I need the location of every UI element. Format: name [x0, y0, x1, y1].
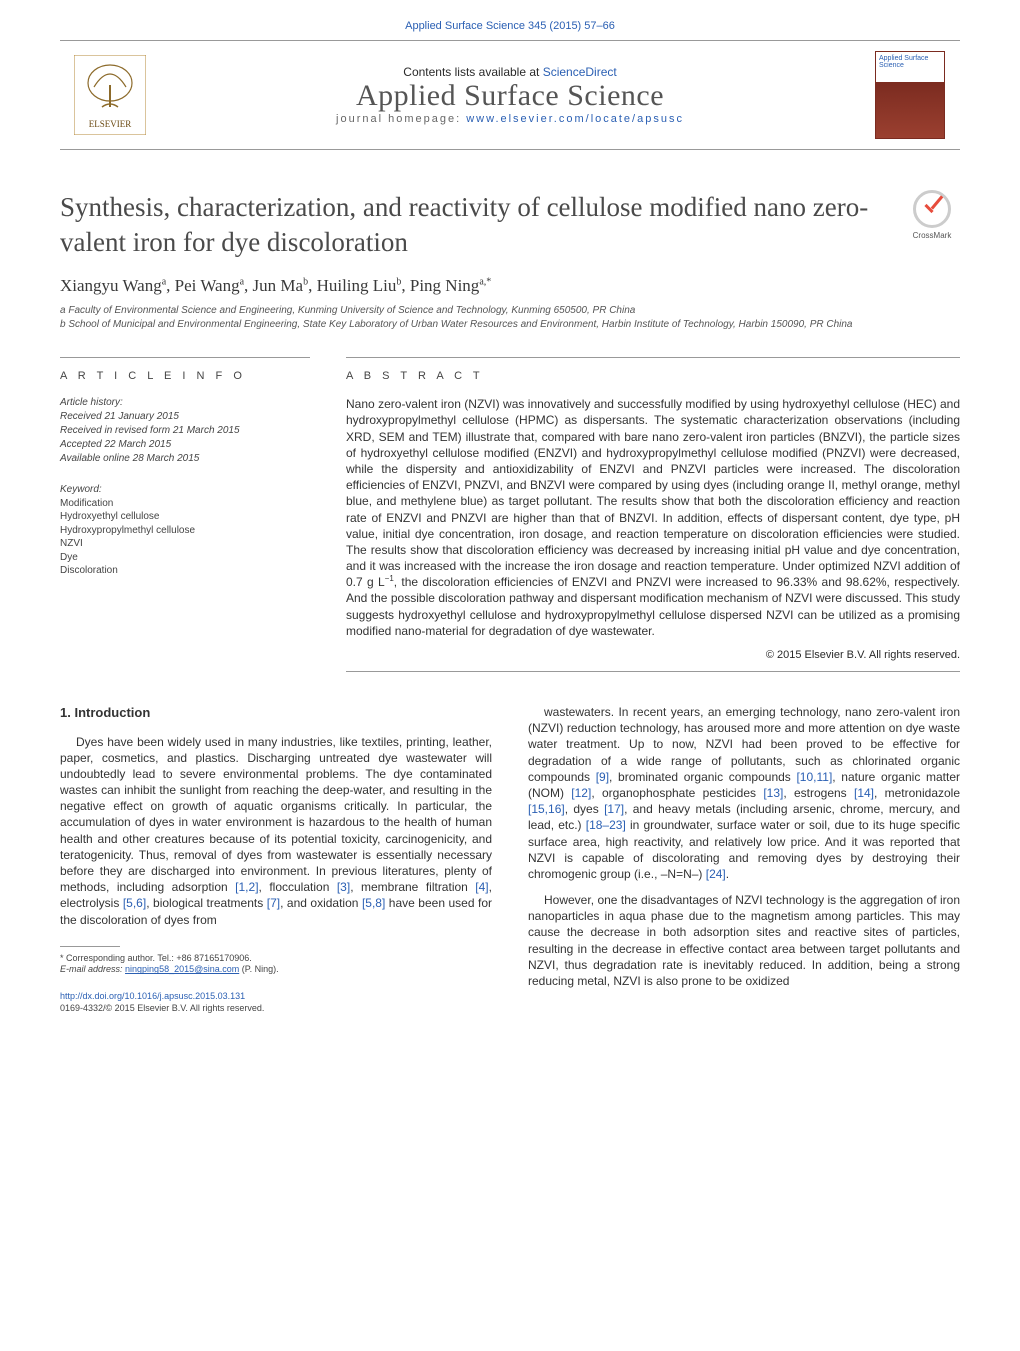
history-revised: Received in revised form 21 March 2015 — [60, 424, 310, 437]
homepage-label: journal homepage: — [336, 113, 466, 125]
body-left-col: 1. Introduction Dyes have been widely us… — [60, 704, 492, 1014]
crossmark-badge[interactable]: CrossMark — [904, 190, 960, 240]
sciencedirect-link[interactable]: ScienceDirect — [543, 65, 617, 79]
authors-line: Xiangyu Wanga, Pei Wanga, Jun Mab, Huili… — [60, 276, 960, 296]
article-info-heading: A R T I C L E I N F O — [60, 357, 310, 382]
corr-email-link[interactable]: ningping58_2015@sina.com — [125, 964, 239, 974]
masthead-center: Contents lists available at ScienceDirec… — [160, 65, 860, 125]
doi-link[interactable]: http://dx.doi.org/10.1016/j.apsusc.2015.… — [60, 991, 245, 1001]
abstract-heading: A B S T R A C T — [346, 357, 960, 382]
journal-homepage-link[interactable]: www.elsevier.com/locate/apsusc — [466, 113, 684, 125]
keyword-block: Keyword: Modification Hydroxyethyl cellu… — [60, 483, 310, 578]
contents-lists-line: Contents lists available at ScienceDirec… — [160, 65, 860, 79]
publisher-logo-wrap: ELSEVIER — [60, 55, 160, 135]
cover-title-text: Applied Surface Science — [876, 52, 944, 82]
intro-heading: 1. Introduction — [60, 704, 492, 722]
affiliations-block: a Faculty of Environmental Science and E… — [60, 304, 960, 331]
article-info-col: A R T I C L E I N F O Article history: R… — [60, 357, 310, 672]
journal-issue-ref[interactable]: Applied Surface Science 345 (2015) 57–66 — [60, 20, 960, 32]
footnote-separator — [60, 946, 120, 947]
contents-lists-prefix: Contents lists available at — [403, 65, 542, 79]
history-label: Article history: — [60, 396, 310, 409]
masthead-row: ELSEVIER Contents lists available at Sci… — [60, 40, 960, 150]
keyword-2: Hydroxypropylmethyl cellulose — [60, 524, 310, 538]
body-right-col: wastewaters. In recent years, an emergin… — [528, 704, 960, 1014]
journal-cover-wrap: Applied Surface Science — [860, 51, 960, 139]
crossmark-label: CrossMark — [904, 231, 960, 240]
issn-copyright: 0169-4332/© 2015 Elsevier B.V. All right… — [60, 1002, 492, 1014]
keyword-5: Discoloration — [60, 564, 310, 578]
copyright-line: © 2015 Elsevier B.V. All rights reserved… — [346, 649, 960, 661]
history-online: Available online 28 March 2015 — [60, 452, 310, 465]
cover-image-placeholder — [876, 82, 944, 138]
abstract-bottom-rule — [346, 671, 960, 672]
keyword-1: Hydroxyethyl cellulose — [60, 510, 310, 524]
email-tail: (P. Ning). — [239, 964, 278, 974]
keyword-label: Keyword: — [60, 483, 310, 497]
keyword-0: Modification — [60, 497, 310, 511]
info-abstract-row: A R T I C L E I N F O Article history: R… — [60, 357, 960, 672]
corresponding-author-footnote: * Corresponding author. Tel.: +86 871651… — [60, 953, 492, 976]
keyword-4: Dye — [60, 551, 310, 565]
email-label: E-mail address: — [60, 964, 125, 974]
intro-para-3: However, one the disadvantages of NZVI t… — [528, 892, 960, 989]
crossmark-icon — [913, 190, 951, 228]
journal-homepage-line: journal homepage: www.elsevier.com/locat… — [160, 113, 860, 125]
intro-para-1: Dyes have been widely used in many indus… — [60, 734, 492, 928]
title-row: Synthesis, characterization, and reactiv… — [60, 190, 960, 260]
body-columns: 1. Introduction Dyes have been widely us… — [60, 704, 960, 1014]
affiliation-a: a Faculty of Environmental Science and E… — [60, 304, 960, 317]
abstract-col: A B S T R A C T Nano zero-valent iron (N… — [346, 357, 960, 672]
journal-cover-thumb: Applied Surface Science — [875, 51, 945, 139]
history-accepted: Accepted 22 March 2015 — [60, 438, 310, 451]
doi-block: http://dx.doi.org/10.1016/j.apsusc.2015.… — [60, 990, 492, 1014]
keyword-3: NZVI — [60, 537, 310, 551]
article-title: Synthesis, characterization, and reactiv… — [60, 190, 892, 260]
elsevier-tree-logo-icon: ELSEVIER — [74, 55, 146, 135]
intro-para-2: wastewaters. In recent years, an emergin… — [528, 704, 960, 882]
history-received: Received 21 January 2015 — [60, 410, 310, 423]
journal-name-heading: Applied Surface Science — [160, 79, 860, 113]
abstract-text: Nano zero-valent iron (NZVI) was innovat… — [346, 396, 960, 639]
affiliation-b: b School of Municipal and Environmental … — [60, 318, 960, 331]
article-history: Article history: Received 21 January 201… — [60, 396, 310, 465]
svg-text:ELSEVIER: ELSEVIER — [89, 119, 132, 129]
corr-label: * Corresponding author. Tel.: +86 871651… — [60, 953, 492, 965]
